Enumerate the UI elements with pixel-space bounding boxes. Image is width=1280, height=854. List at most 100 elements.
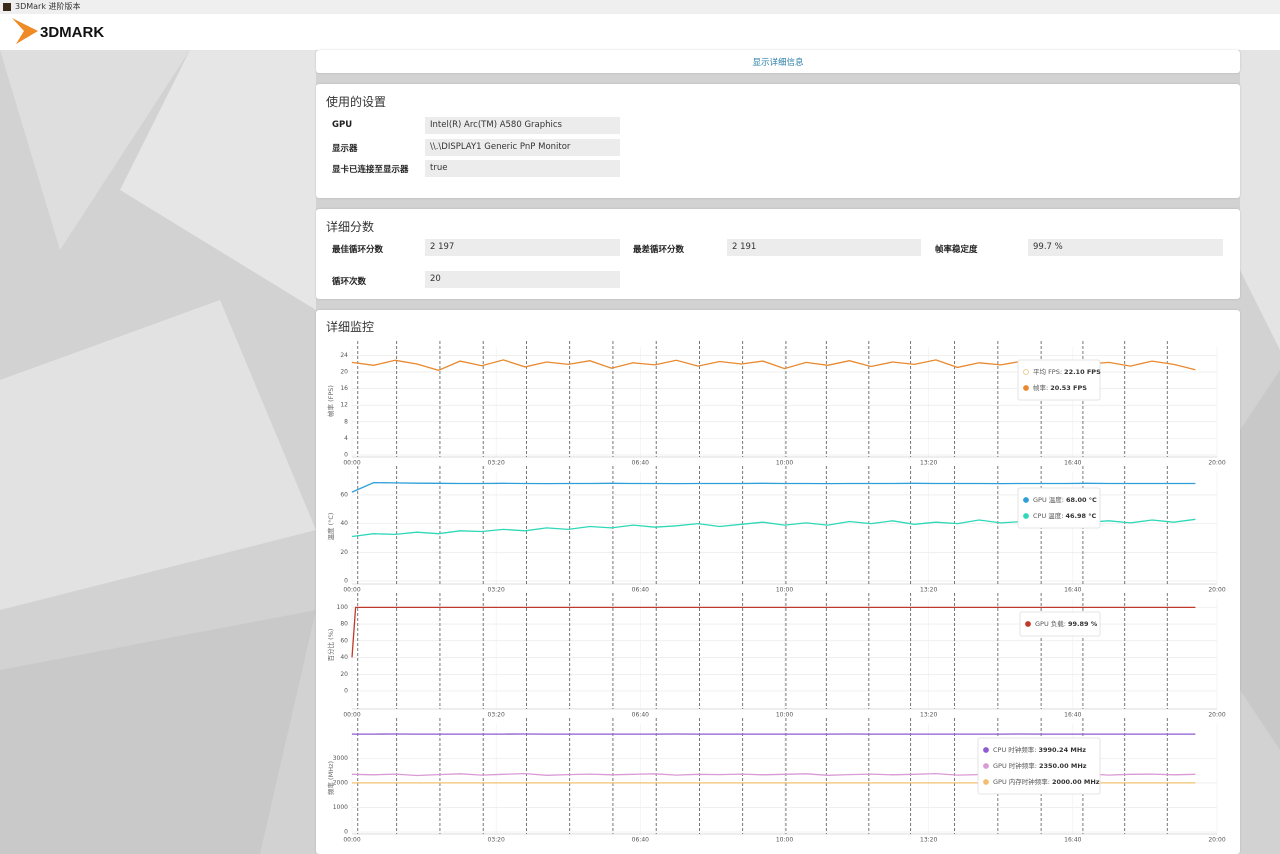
bg-facet xyxy=(0,610,316,854)
y-tick-label: 20 xyxy=(340,549,348,556)
legend-entry: 帧率: 20.53 FPS xyxy=(1033,383,1087,392)
legend-value: 3990.24 MHz xyxy=(1038,746,1086,754)
legend-entry: CPU 时钟频率: 3990.24 MHz xyxy=(993,745,1086,754)
logo-text: 3DMARK xyxy=(40,24,104,41)
setting-value: \\.\DISPLAY1 Generic PnP Monitor xyxy=(425,139,620,156)
x-tick-label: 06:40 xyxy=(632,837,649,844)
card-title: 详细分数 xyxy=(326,220,375,234)
x-tick-label: 16:40 xyxy=(1064,460,1081,467)
legend-name: GPU 时钟频率: xyxy=(993,761,1037,770)
legend-value: 22.10 FPS xyxy=(1064,368,1101,376)
x-tick-label: 10:00 xyxy=(776,837,793,844)
bg-facet xyxy=(1240,370,1280,750)
series-line xyxy=(351,481,1196,493)
legend-value: 2350.00 MHz xyxy=(1039,762,1087,770)
settings-card: 使用的设置 GPU Intel(R) Arc(TM) A580 Graphics… xyxy=(316,84,1240,198)
x-tick-label: 13:20 xyxy=(920,460,937,467)
y-tick-label: 12 xyxy=(340,402,348,409)
legend-swatch xyxy=(1023,513,1029,519)
bg-facet xyxy=(0,300,316,610)
legend-box xyxy=(1019,611,1101,637)
legend-name: CPU 温度: xyxy=(1033,511,1063,520)
y-tick-label: 0 xyxy=(344,452,348,459)
legend-value: 68.00 °C xyxy=(1066,496,1097,504)
y-tick-label: 1000 xyxy=(333,804,348,811)
x-tick-label: 13:20 xyxy=(920,837,937,844)
setting-label: 显卡已连接至显示器 xyxy=(332,165,409,175)
bg-facet xyxy=(120,50,316,310)
legend-value: 2000.00 MHz xyxy=(1052,778,1100,786)
x-tick-label: 00:00 xyxy=(343,712,360,719)
x-tick-label: 00:00 xyxy=(343,837,360,844)
x-tick-label: 16:40 xyxy=(1064,837,1081,844)
x-tick-label: 06:40 xyxy=(632,587,649,594)
score-label: 最佳循环分数 xyxy=(332,245,384,255)
legend-value: 46.98 °C xyxy=(1065,512,1096,520)
y-tick-label: 80 xyxy=(340,621,348,628)
setting-label: 显示器 xyxy=(332,144,358,154)
y-tick-label: 0 xyxy=(344,578,348,585)
legend-value: 99.89 % xyxy=(1068,620,1098,628)
legend-name: 帧率: xyxy=(1033,383,1048,392)
legend-name: 平均 FPS: xyxy=(1033,367,1062,376)
y-tick-label: 3000 xyxy=(333,755,348,762)
card-title: 详细监控 xyxy=(326,320,375,334)
setting-value: Intel(R) Arc(TM) A580 Graphics xyxy=(425,117,620,134)
x-tick-label: 03:20 xyxy=(488,837,505,844)
y-tick-label: 100 xyxy=(337,604,349,611)
legend-entry: CPU 温度: 46.98 °C xyxy=(1033,511,1097,520)
legend-swatch xyxy=(1025,621,1031,627)
x-tick-label: 20:00 xyxy=(1208,712,1225,719)
y-tick-label: 24 xyxy=(340,352,348,359)
legend-entry: GPU 负载: 99.89 % xyxy=(1035,619,1098,628)
x-tick-label: 06:40 xyxy=(632,712,649,719)
setting-label: GPU xyxy=(332,120,353,130)
y-tick-label: 60 xyxy=(340,637,348,644)
legend-box xyxy=(1017,487,1101,529)
x-tick-label: 03:20 xyxy=(488,712,505,719)
legend-swatch xyxy=(1023,497,1029,503)
x-tick-label: 06:40 xyxy=(632,460,649,467)
legend-swatch xyxy=(983,763,989,769)
x-tick-label: 16:40 xyxy=(1064,712,1081,719)
legend-name: GPU 内存时钟频率: xyxy=(993,777,1050,786)
bg-facet xyxy=(0,50,190,250)
y-axis-label: 帧率 (FPS) xyxy=(326,385,335,417)
scores-card: 详细分数 最佳循环分数 2 197 最差循环分数 2 191 帧率稳定度 99.… xyxy=(316,209,1240,299)
series-line xyxy=(351,606,1196,658)
x-tick-label: 00:00 xyxy=(343,587,360,594)
x-tick-label: 10:00 xyxy=(776,712,793,719)
x-tick-label: 10:00 xyxy=(776,587,793,594)
legend-name: GPU 负载: xyxy=(1035,619,1066,628)
legend-box xyxy=(977,737,1101,795)
legend-name: CPU 时钟频率: xyxy=(993,745,1036,754)
details-card: 显示详细信息 xyxy=(316,50,1240,73)
score-label: 最差循环分数 xyxy=(633,245,685,255)
y-tick-label: 40 xyxy=(340,654,348,661)
x-tick-label: 20:00 xyxy=(1208,460,1225,467)
logo-mark xyxy=(12,18,38,44)
legend-swatch xyxy=(983,779,989,785)
y-axis-label: 频率 (MHz) xyxy=(326,761,335,795)
x-tick-label: 16:40 xyxy=(1064,587,1081,594)
legend-swatch xyxy=(1023,369,1029,375)
details-link[interactable]: 显示详细信息 xyxy=(752,58,804,68)
score-value: 20 xyxy=(425,271,620,288)
y-tick-label: 0 xyxy=(344,688,348,695)
score-value: 2 197 xyxy=(425,239,620,256)
x-tick-label: 13:20 xyxy=(920,712,937,719)
y-tick-label: 16 xyxy=(340,385,348,392)
score-label: 帧率稳定度 xyxy=(935,245,978,255)
app-icon xyxy=(3,3,11,11)
score-value: 99.7 % xyxy=(1028,239,1223,256)
y-tick-label: 0 xyxy=(344,829,348,836)
logo: 3DMARK xyxy=(12,18,104,44)
y-tick-label: 2000 xyxy=(333,779,348,786)
window-title: 3DMark 进阶版本 xyxy=(15,2,81,11)
x-tick-label: 03:20 xyxy=(488,460,505,467)
y-tick-label: 20 xyxy=(340,671,348,678)
y-axis-label: 温度 (°C) xyxy=(326,513,335,541)
score-label: 循环次数 xyxy=(332,277,367,287)
